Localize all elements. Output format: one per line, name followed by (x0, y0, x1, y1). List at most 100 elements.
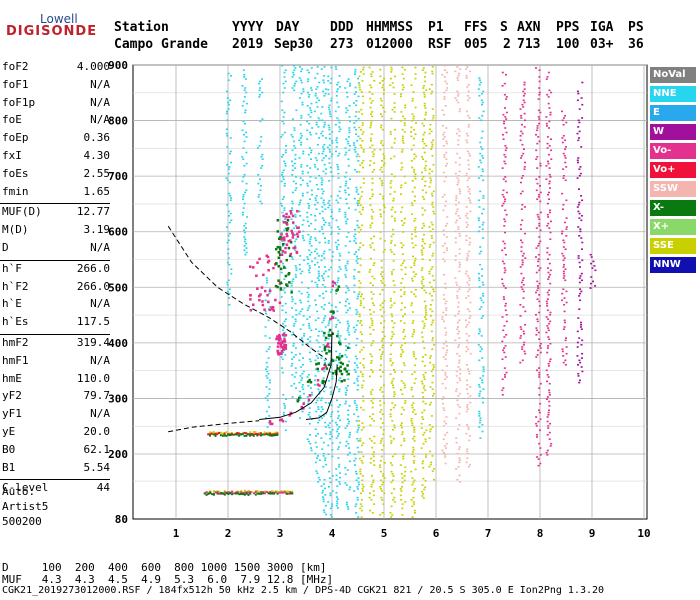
echo-point (481, 115, 484, 117)
echo-point (346, 80, 349, 83)
echo-point (431, 203, 434, 206)
y-tick-label: 400 (108, 337, 128, 350)
echo-point (346, 218, 349, 220)
echo-point (579, 275, 582, 277)
echo-point (410, 499, 413, 501)
echo-point (348, 129, 351, 132)
echo-point (465, 346, 468, 348)
echo-point (547, 318, 550, 320)
echo-point (391, 206, 394, 209)
param-value: 2.55 (83, 166, 111, 180)
o-trace-point (300, 405, 304, 409)
echo-point (357, 135, 360, 138)
echo-point (433, 344, 436, 346)
echo-point (562, 208, 564, 210)
echo-point (456, 66, 459, 68)
echo-point (455, 221, 457, 224)
echo-point (336, 117, 339, 119)
es-echo-point (227, 491, 230, 494)
echo-point (356, 153, 359, 155)
echo-point (576, 330, 579, 333)
echo-point (344, 87, 347, 89)
echo-point (361, 191, 364, 193)
distance-row: D 100 200 400 600 800 1000 1500 3000 [km… (2, 561, 327, 574)
echo-point (521, 190, 524, 193)
spread-f-point (285, 232, 288, 236)
echo-point (337, 415, 340, 417)
echo-point (241, 105, 244, 107)
echo-point (547, 294, 550, 296)
es-echo-point (283, 491, 286, 494)
es-echo-point (221, 432, 224, 435)
echo-point (538, 122, 541, 125)
echo-point (446, 349, 449, 352)
echo-point (326, 146, 329, 149)
echo-point (429, 361, 432, 364)
echo-point (281, 171, 284, 174)
echo-point (468, 335, 470, 337)
echo-point (411, 180, 414, 182)
echo-point (520, 130, 523, 133)
echo-point (371, 151, 374, 153)
echo-point (298, 399, 301, 402)
echo-point (323, 304, 326, 306)
spread-f-point (278, 333, 281, 337)
echo-point (310, 189, 313, 192)
echo-point (369, 97, 372, 100)
echo-point (360, 213, 363, 215)
echo-point (293, 376, 296, 378)
echo-point (422, 400, 425, 403)
param-value: 5.54 (83, 460, 111, 474)
echo-point (501, 260, 504, 263)
echo-point (414, 235, 417, 238)
echo-point (443, 251, 446, 254)
echo-point (548, 382, 551, 385)
echo-point (446, 87, 449, 89)
echo-point (403, 124, 406, 127)
echo-point (445, 158, 448, 160)
echo-point (355, 155, 358, 158)
echo-point (373, 503, 376, 505)
echo-point (445, 142, 448, 145)
echo-point (372, 155, 375, 158)
echo-point (413, 153, 416, 155)
echo-point (563, 326, 566, 328)
echo-point (381, 171, 384, 173)
echo-point (347, 409, 350, 412)
echo-point (383, 492, 386, 495)
echo-point (465, 450, 468, 453)
spread-f-point (291, 231, 294, 235)
echo-point (478, 79, 481, 81)
echo-point (579, 379, 581, 382)
param-key: h`E (2, 297, 22, 311)
echo-point (413, 509, 416, 512)
echo-point (382, 475, 385, 477)
echo-point (370, 75, 373, 78)
echo-point (539, 111, 542, 114)
echo-point (348, 116, 351, 118)
spread-f-point (268, 289, 272, 293)
echo-point (548, 167, 551, 169)
echo-point (371, 302, 374, 304)
echo-point (425, 454, 428, 456)
echo-point (456, 208, 459, 210)
echo-point (317, 270, 320, 273)
echo-point (410, 304, 413, 307)
spread-f-point (284, 246, 287, 250)
echo-point (291, 149, 294, 152)
echo-point (424, 160, 427, 163)
echo-point (412, 91, 415, 93)
echo-point (322, 219, 325, 222)
echo-point (457, 366, 460, 368)
echo-point (430, 324, 433, 326)
echo-point (576, 341, 579, 344)
echo-point (339, 441, 342, 444)
echo-point (393, 322, 396, 324)
echo-point (380, 440, 383, 442)
echo-point (371, 177, 374, 180)
echo-point (429, 243, 432, 246)
echo-point (309, 253, 311, 256)
echo-point (360, 295, 362, 298)
echo-point (356, 257, 359, 260)
echo-point (424, 169, 427, 172)
